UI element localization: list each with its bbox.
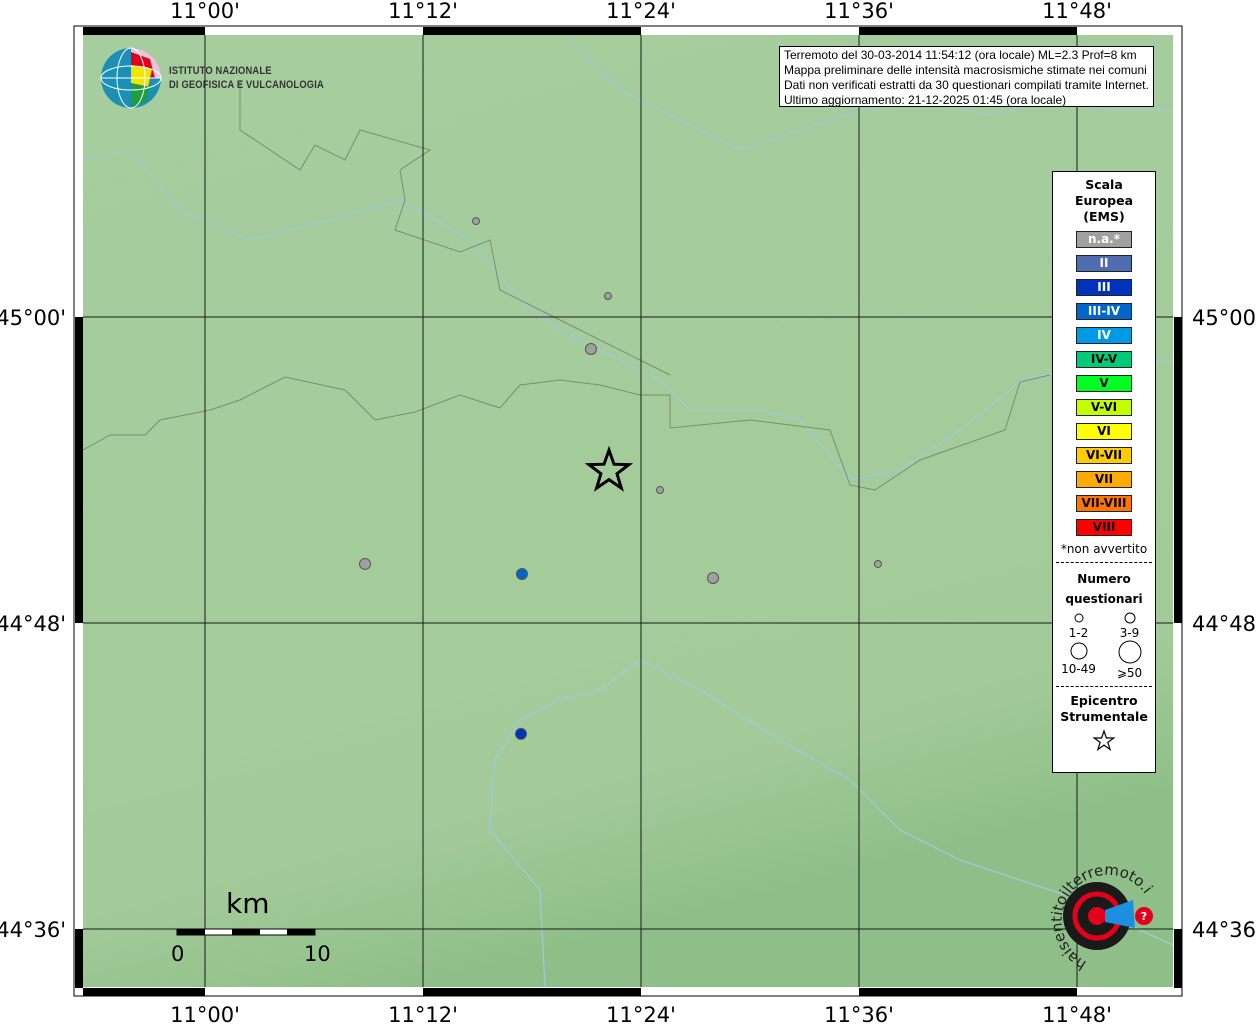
- scale-unit: km: [226, 887, 270, 920]
- scale-start: 0: [171, 942, 185, 966]
- event-info-box: Terremoto del 30-03-2014 11:54:12 (ora l…: [779, 46, 1154, 107]
- epicenter-title: Strumentale: [1060, 709, 1148, 724]
- info-line: Ultimo aggiornamento: 21-12-2025 01:45 (…: [784, 93, 1067, 107]
- observation-point[interactable]: [471, 217, 480, 226]
- legend-class-swatch: II: [1076, 255, 1132, 272]
- ingv-globe-logo: [100, 47, 162, 109]
- svg-text:?: ?: [1141, 910, 1147, 923]
- epicenter-star-icon[interactable]: [584, 445, 634, 492]
- legend-class-swatch: IV-V: [1076, 351, 1132, 368]
- info-line: Mappa preliminare delle intensità macros…: [784, 63, 1147, 77]
- legend-title: Europea: [1074, 193, 1134, 208]
- size-label: 1-2: [1068, 626, 1089, 640]
- divider: [1056, 686, 1152, 687]
- observation-point[interactable]: [873, 559, 882, 568]
- lon-label: 11°12': [388, 1003, 458, 1024]
- lon-label: 11°00': [170, 1003, 240, 1024]
- legend-class-swatch: VII: [1076, 471, 1132, 488]
- observation-point[interactable]: [515, 568, 528, 581]
- lon-labels-top: 11°00' 11°12' 11°24' 11°36' 11°48': [170, 0, 1112, 23]
- lat-label: 44°48': [1192, 612, 1256, 636]
- legend-title: Scala: [1085, 177, 1123, 192]
- legend-class-swatch: III: [1076, 279, 1132, 296]
- info-line: Terremoto del 30-03-2014 11:54:12 (ora l…: [784, 48, 1137, 62]
- lon-label: 11°00': [170, 0, 240, 23]
- scale-bar: [176, 928, 316, 936]
- lat-label: 44°48': [0, 612, 66, 636]
- legend-note: *non avvertito: [1060, 542, 1148, 556]
- star-icon: [1092, 729, 1116, 752]
- lat-labels-right: 45°00' 44°48' 44°36': [1192, 306, 1256, 942]
- lat-label: 44°36': [0, 918, 66, 942]
- legend-class-swatch: V: [1076, 375, 1132, 392]
- epicenter-title: Epicentro: [1070, 693, 1138, 708]
- legend-class-swatch: V-VI: [1076, 399, 1132, 416]
- legend-class-swatch: VI-VII: [1076, 447, 1132, 464]
- observation-point[interactable]: [514, 727, 527, 740]
- lon-label: 11°48': [1042, 0, 1112, 23]
- divider: [1056, 562, 1152, 563]
- observation-points: [359, 217, 882, 740]
- legend: Scala Europea (EMS) n.a.* II III III-IV IV IV…: [1052, 171, 1156, 773]
- lon-label: 11°36': [824, 0, 894, 23]
- legend-title: (EMS): [1083, 209, 1125, 224]
- count-title: questionari: [1065, 592, 1143, 606]
- observation-point[interactable]: [707, 572, 720, 585]
- scale-end: 10: [304, 942, 331, 966]
- lon-label: 11°48': [1042, 1003, 1112, 1024]
- lon-label: 11°36': [824, 1003, 894, 1024]
- intensity-scale: n.a.* II III III-IV IV IV-V V V-VI VI VI-VII VII VI…: [1053, 231, 1155, 536]
- lat-label: 44°36': [1192, 918, 1256, 942]
- map-terrain: [83, 35, 1173, 987]
- observation-point[interactable]: [584, 342, 597, 355]
- legend-class-swatch: IV: [1076, 327, 1132, 344]
- lon-label: 11°24': [606, 1003, 676, 1024]
- legend-class-swatch: n.a.*: [1076, 231, 1132, 248]
- frame-ticks: [75, 27, 1182, 996]
- observation-point[interactable]: [603, 292, 612, 301]
- size-label: 3-9: [1119, 626, 1140, 640]
- legend-class-swatch: VII-VIII: [1076, 495, 1132, 512]
- size-label: 10-49: [1061, 662, 1096, 676]
- graticule: [83, 35, 1173, 987]
- observation-point[interactable]: [359, 557, 372, 570]
- count-title: Numero: [1077, 572, 1131, 586]
- count-sizes: 1-2 3-9 10-49 ⩾50: [1053, 612, 1155, 680]
- ingv-line2: DI GEOFISICA E VULCANOLOGIA: [169, 79, 324, 91]
- legend-class-swatch: VIII: [1076, 519, 1132, 536]
- lat-labels-left: 45°00' 44°48' 44°36': [0, 306, 66, 942]
- lon-label: 11°12': [388, 0, 458, 23]
- lon-labels-bottom: 11°00' 11°12' 11°24' 11°36' 11°48': [170, 1003, 1112, 1024]
- lat-label: 45°00': [1192, 306, 1256, 330]
- observation-point[interactable]: [655, 486, 664, 495]
- info-line: Dati non verificati estratti da 30 quest…: [784, 78, 1149, 92]
- ingv-line1: ISTITUTO NAZIONALE: [169, 65, 272, 77]
- lat-label: 45°00': [0, 306, 66, 330]
- legend-class-swatch: III-IV: [1076, 303, 1132, 320]
- size-label: ⩾50: [1116, 666, 1143, 680]
- admin-borders: [82, 80, 1051, 491]
- ingv-logo-text: ISTITUTO NAZIONALE DI GEOFISICA E VULCAN…: [169, 64, 324, 92]
- lon-label: 11°24': [606, 0, 676, 23]
- legend-class-swatch: VI: [1076, 423, 1132, 440]
